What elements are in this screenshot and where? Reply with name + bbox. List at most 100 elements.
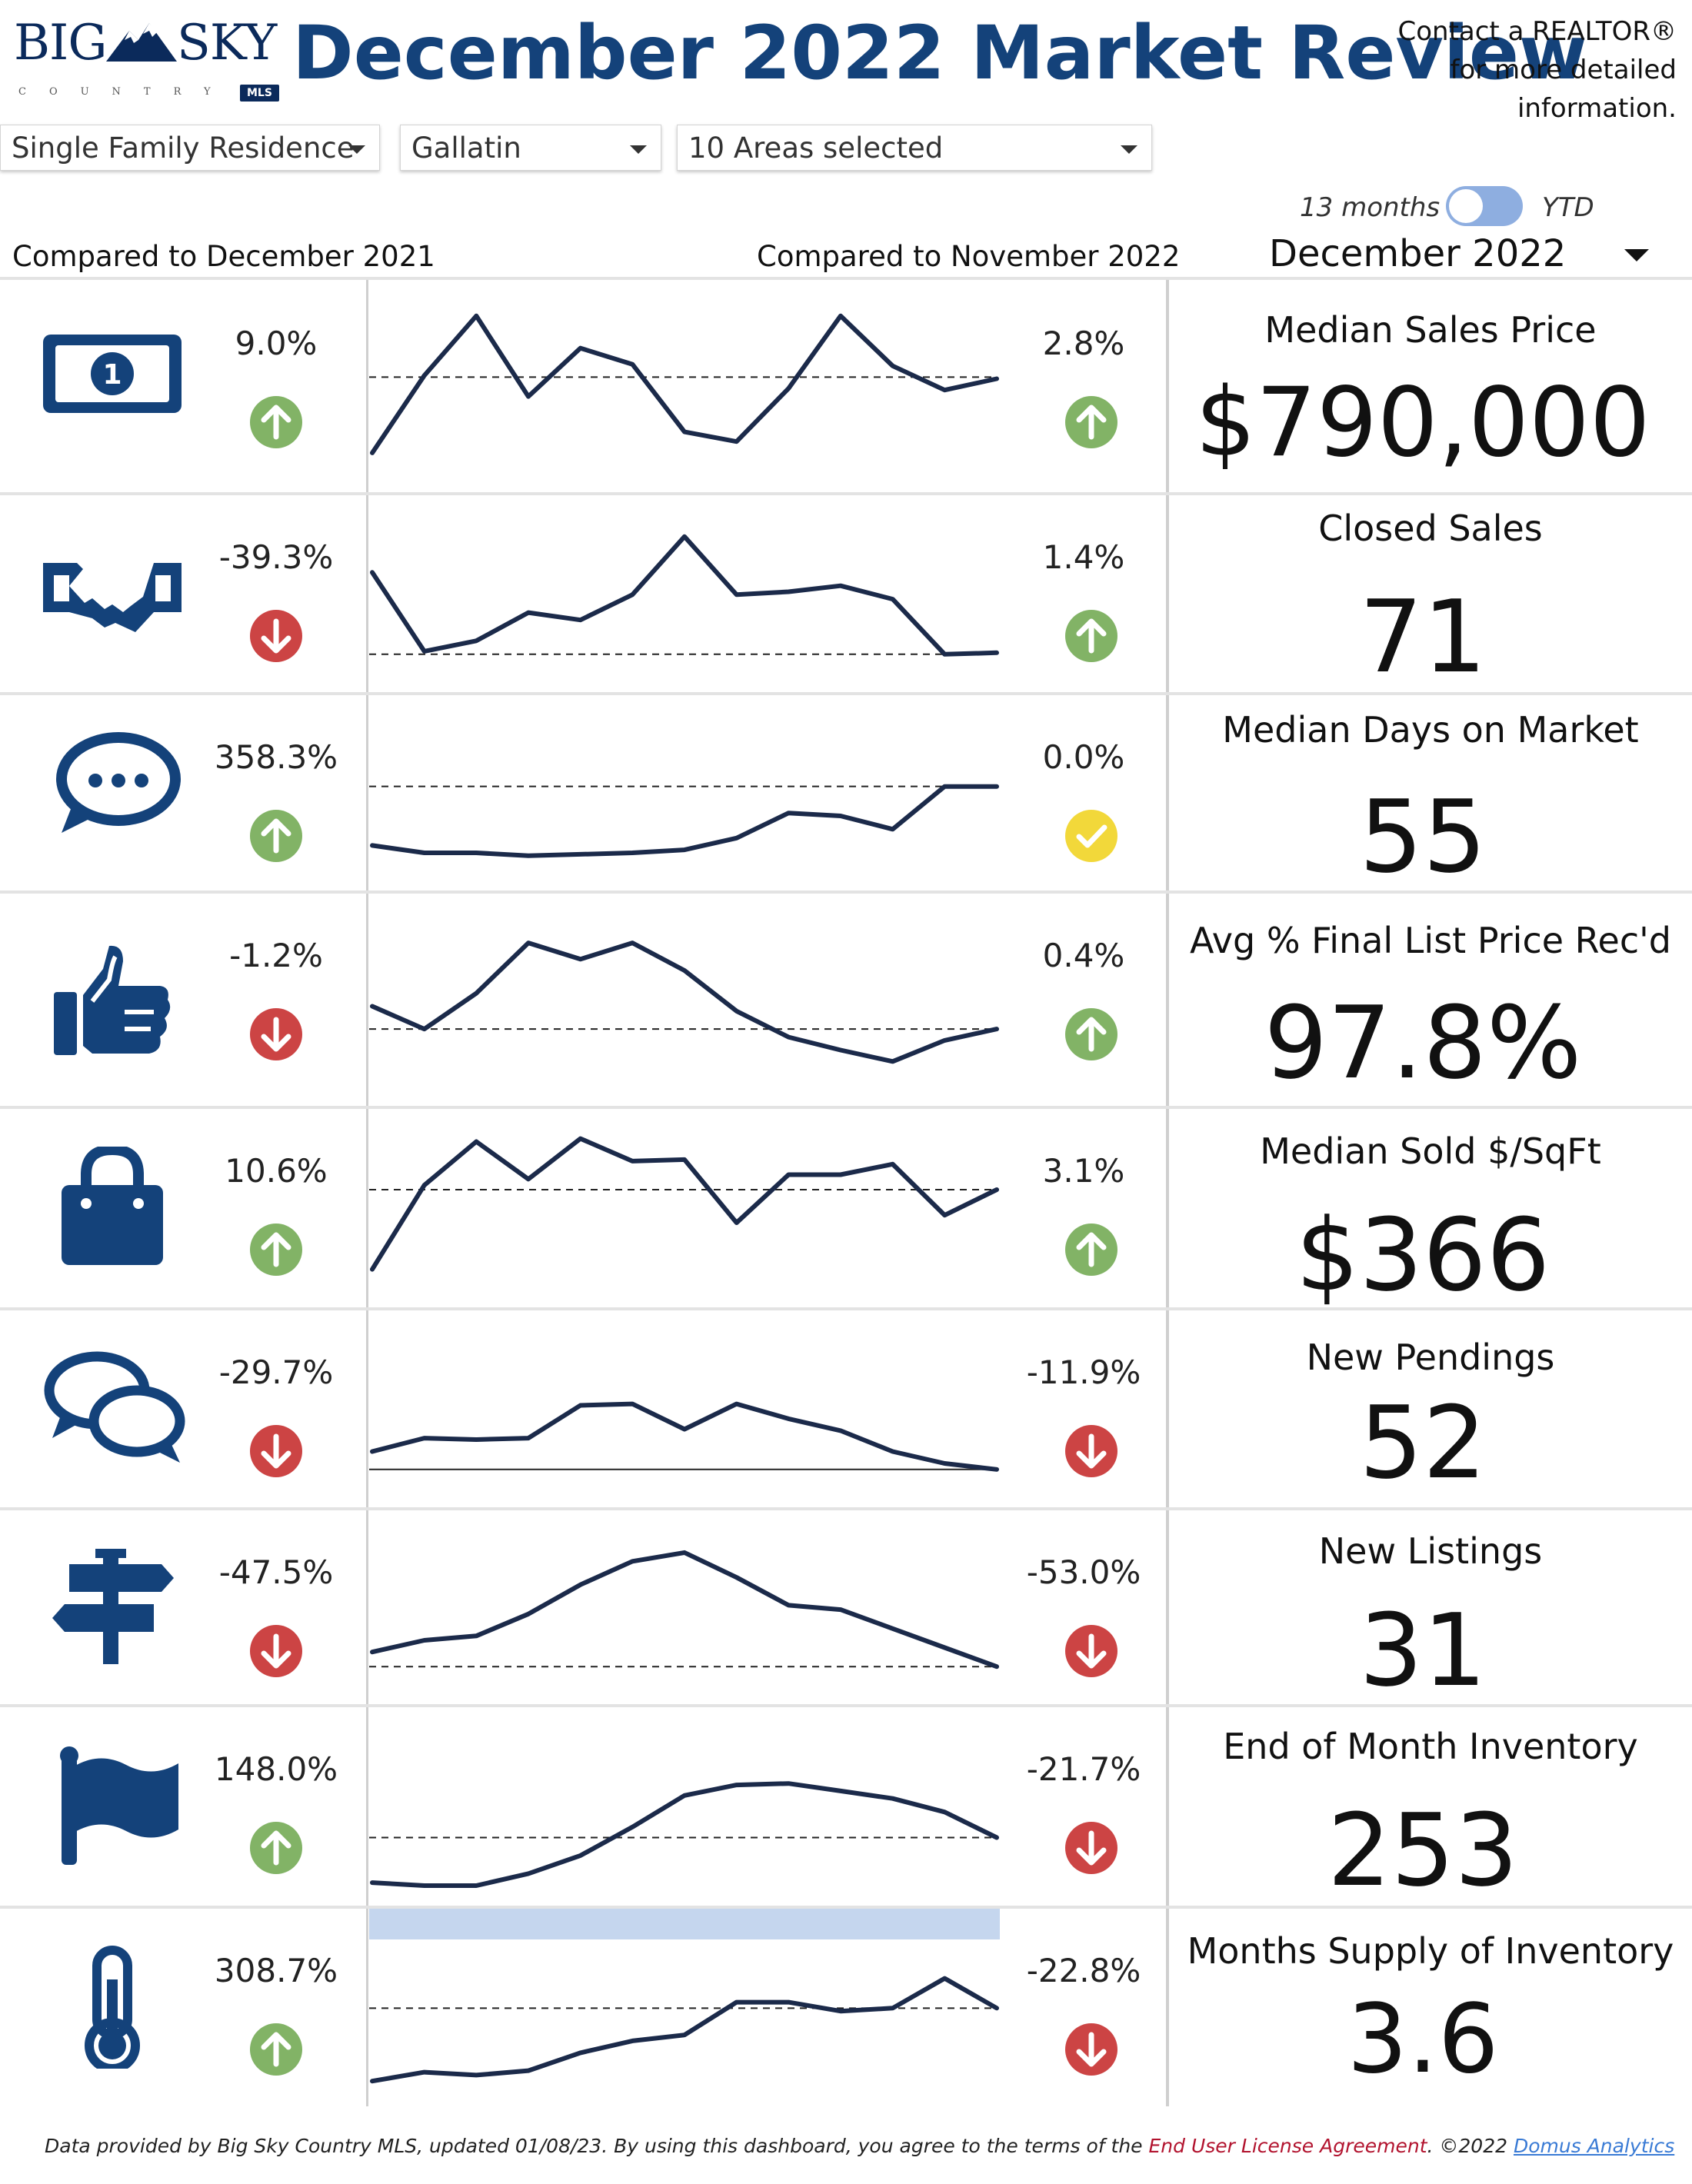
mom-up-arrow-icon <box>1065 1224 1117 1276</box>
sparkline-point <box>736 1403 738 1405</box>
metric-value: 253 <box>1327 1792 1519 1909</box>
sparkline-point <box>528 855 529 857</box>
sparkline-point <box>631 1826 633 1828</box>
metric-name: Median Days on Market <box>1222 709 1639 751</box>
yoy-down-arrow-icon <box>250 1625 302 1677</box>
sparkline-point <box>788 1174 789 1175</box>
footer-text: Data provided by Big Sky Country MLS, up… <box>45 2135 1143 2157</box>
yoy-up-arrow-icon <box>250 1224 302 1276</box>
sparkline-point <box>736 441 738 442</box>
sparkline-point <box>944 1646 945 1648</box>
mom-down-arrow-icon <box>1065 1625 1117 1677</box>
property-type-value: Single Family Residence <box>12 132 355 165</box>
yoy-change: -47.5% <box>218 1553 334 1591</box>
license-link[interactable]: End User License Agreement <box>1148 2135 1427 2157</box>
county-value: Gallatin <box>411 132 521 165</box>
sparkline-point <box>528 612 529 614</box>
yoy-up-arrow-icon <box>250 810 302 862</box>
mom-change: 3.1% <box>1042 1152 1125 1190</box>
chevron-down-icon <box>1121 145 1137 154</box>
sparkline-point <box>736 594 738 595</box>
metric-value: $790,000 <box>1195 368 1650 478</box>
sparkline-point <box>684 431 685 433</box>
chevron-down-icon <box>348 145 365 154</box>
mom-up-arrow-icon <box>1065 1008 1117 1060</box>
mom-down-arrow-icon <box>1065 1425 1117 1477</box>
sparkline-point <box>475 1141 477 1143</box>
sparkline-point <box>788 2002 789 2003</box>
period-toggle[interactable] <box>1446 186 1523 226</box>
month-selector[interactable]: December 2022 <box>1269 232 1567 275</box>
sparkline-point <box>996 1836 998 1838</box>
divider <box>0 1906 1692 1909</box>
sparkline-point <box>944 1811 945 1813</box>
footer-copyright: . ©2022 <box>1427 2135 1508 2157</box>
areas-value: 10 Areas selected <box>688 132 944 165</box>
areas-dropdown[interactable]: 10 Areas selected <box>677 125 1152 171</box>
toggle-label-13-months[interactable]: 13 months <box>1300 192 1441 223</box>
sparkline-point <box>631 942 633 944</box>
contact-realtor-note[interactable]: Contact a REALTOR® for more detailed inf… <box>1392 12 1677 128</box>
yoy-change: -29.7% <box>218 1353 334 1391</box>
metric-value: $366 <box>1295 1197 1550 1313</box>
money-bill-icon: 1 <box>43 335 182 413</box>
metric-value: 31 <box>1359 1592 1487 1709</box>
sparkline-point <box>580 2052 581 2053</box>
page-title: December 2022 Market Review <box>292 10 1587 96</box>
sparkline-point <box>528 2070 529 2072</box>
metric-value: 55 <box>1359 778 1487 895</box>
metric-name: Median Sold $/SqFt <box>1260 1130 1601 1172</box>
shopping-bag-icon <box>62 1147 163 1265</box>
sparkline-point <box>892 598 894 600</box>
divider <box>0 1507 1692 1510</box>
sparkline-point <box>580 1584 581 1586</box>
divider <box>0 891 1692 894</box>
sparkline-point <box>528 1437 529 1439</box>
mom-change: 0.4% <box>1042 937 1125 974</box>
property-type-dropdown[interactable]: Single Family Residence <box>0 125 380 171</box>
mom-comparison-label: Compared to November 2022 <box>757 240 1181 273</box>
sparkline-point <box>736 1010 738 1012</box>
domus-analytics-link[interactable]: Domus Analytics <box>1513 2135 1675 2157</box>
sparkline-point <box>528 942 529 944</box>
yoy-change: 9.0% <box>235 325 318 362</box>
sparkline-point <box>475 993 477 994</box>
chevron-down-icon[interactable] <box>1624 249 1649 261</box>
sparkline-point <box>580 1138 581 1140</box>
sparkline-point <box>892 1060 894 1062</box>
yoy-change: 10.6% <box>225 1152 328 1190</box>
sparkline-point <box>371 2080 373 2082</box>
yoy-up-arrow-icon <box>250 396 302 448</box>
sparkline-point <box>528 1613 529 1615</box>
mom-check-icon <box>1065 810 1117 862</box>
sparkline-point <box>788 388 789 389</box>
yoy-down-arrow-icon <box>250 1008 302 1060</box>
toggle-label-ytd[interactable]: YTD <box>1542 192 1594 223</box>
sparkline-point <box>944 389 945 391</box>
mom-change: 1.4% <box>1042 538 1125 576</box>
sparkline-point <box>944 1978 945 1979</box>
sparkline-point <box>996 2007 998 2009</box>
metric-name: New Listings <box>1318 1530 1543 1572</box>
sparkline-point <box>580 619 581 621</box>
mom-change: 2.8% <box>1042 325 1125 362</box>
county-dropdown[interactable]: Gallatin <box>400 125 661 171</box>
chevron-down-icon <box>630 145 647 154</box>
highlight-band <box>369 1909 1000 1939</box>
metric-name: Median Sales Price <box>1264 309 1597 351</box>
sparkline-point <box>631 1160 633 1162</box>
sparkline-point <box>684 849 685 851</box>
sparkline-point <box>944 1463 945 1464</box>
sparkline-point <box>684 1428 685 1430</box>
divider <box>1166 280 1169 2106</box>
metric-name: New Pendings <box>1306 1337 1555 1378</box>
sparkline-point <box>424 375 425 376</box>
divider <box>0 1307 1692 1310</box>
logo-text-big: BIG <box>14 15 107 72</box>
conversation-icon <box>44 1351 185 1463</box>
yoy-down-arrow-icon <box>250 610 302 662</box>
contact-line-3: information. <box>1517 93 1677 124</box>
